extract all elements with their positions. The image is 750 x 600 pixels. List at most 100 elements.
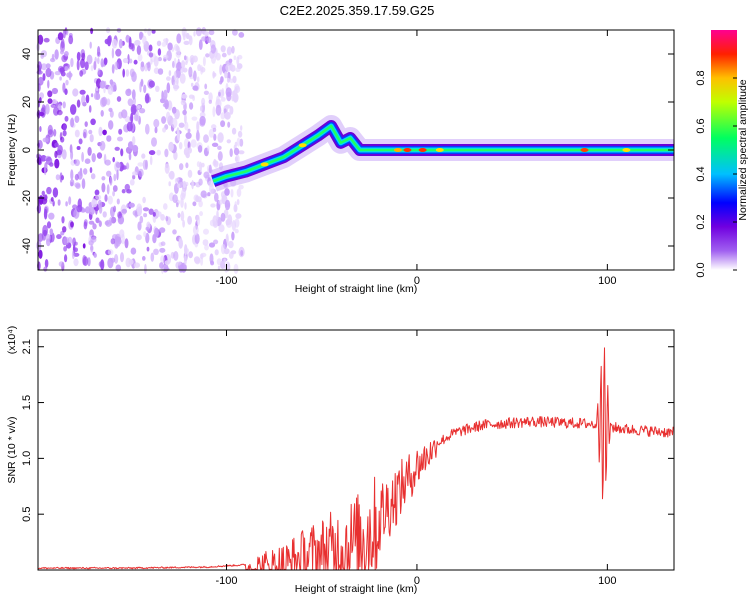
noise-speck [113, 173, 117, 182]
noise-speck [196, 214, 201, 226]
noise-speck [231, 231, 235, 241]
noise-speck [42, 194, 48, 201]
noise-speck [216, 258, 222, 266]
spectrogram-x-axis-title: Height of straight line (km) [295, 283, 418, 295]
colorbar: 0.0 0.2 0.4 0.6 0.8 Normalized spectral ampl… [695, 30, 749, 278]
noise-speck [172, 194, 178, 204]
noise-speck [192, 201, 197, 207]
noise-speck [83, 221, 88, 230]
noise-speck [122, 57, 129, 64]
noise-speck [125, 69, 130, 77]
noise-speck [238, 32, 245, 38]
noise-speck [108, 120, 114, 130]
hot-spot [418, 148, 427, 152]
noise-speck [109, 176, 113, 186]
noise-speck [236, 188, 242, 198]
noise-speck [225, 87, 232, 97]
noise-speck [54, 49, 59, 60]
noise-speck [103, 57, 108, 66]
noise-speck [60, 41, 65, 53]
noise-speck [80, 58, 85, 69]
noise-speck [151, 137, 157, 147]
noise-speck [138, 168, 144, 178]
noise-speck [220, 243, 226, 255]
noise-speck [107, 249, 114, 256]
noise-speck [150, 252, 155, 262]
noise-speck [208, 92, 213, 102]
noise-speck [120, 252, 124, 263]
noise-speck [98, 205, 103, 214]
noise-speck [45, 156, 53, 166]
noise-speck [177, 212, 181, 219]
noise-speck [148, 150, 156, 156]
noise-speck [153, 248, 159, 255]
noise-speck [160, 255, 165, 263]
noise-speck [82, 243, 86, 249]
noise-speck [54, 71, 61, 76]
noise-speck [148, 80, 155, 88]
noise-speck [229, 148, 233, 158]
noise-speck [91, 198, 98, 208]
noise-speck [121, 189, 126, 194]
noise-speck [90, 173, 96, 180]
noise-speck [143, 231, 147, 238]
noise-speck [176, 127, 180, 135]
noise-speck [74, 173, 79, 181]
noise-speck [168, 172, 175, 178]
noise-speck [164, 260, 170, 266]
noise-speck [124, 238, 129, 249]
noise-speck [65, 201, 68, 207]
noise-speck [179, 73, 186, 84]
noise-speck [188, 66, 193, 78]
noise-speck [161, 116, 167, 124]
spectrogram-y-tick-label: 0 [21, 147, 33, 153]
noise-speck [107, 35, 112, 47]
noise-speck [230, 188, 234, 198]
noise-speck [70, 57, 74, 68]
noise-speck [85, 94, 90, 104]
noise-speck [152, 212, 156, 217]
noise-speck [132, 171, 138, 176]
spectrogram-x-tick-label: -100 [215, 275, 237, 287]
noise-speck [87, 146, 92, 156]
noise-speck [226, 235, 229, 246]
noise-speck [107, 85, 114, 95]
noise-speck [160, 214, 166, 221]
noise-speck [175, 49, 181, 58]
noise-speck [45, 67, 52, 78]
noise-speck [59, 76, 62, 81]
noise-speck [176, 33, 182, 44]
noise-speck [236, 137, 241, 147]
noise-speck [199, 111, 206, 118]
spectrogram-noise-speckle [36, 27, 245, 275]
noise-speck [95, 217, 100, 224]
noise-speck [234, 218, 240, 228]
noise-speck [238, 150, 245, 155]
noise-speck [218, 91, 221, 97]
noise-speck [144, 64, 148, 72]
noise-speck [44, 259, 49, 268]
noise-speck [135, 234, 142, 241]
noise-speck [149, 155, 153, 166]
noise-speck [130, 104, 137, 115]
noise-speck [62, 82, 66, 93]
noise-speck [201, 97, 206, 106]
noise-speck [184, 121, 189, 131]
noise-speck [47, 90, 53, 98]
noise-speck [78, 138, 83, 145]
noise-speck [112, 156, 115, 163]
noise-speck [191, 180, 194, 190]
noise-speck [111, 64, 115, 74]
noise-speck [207, 192, 211, 197]
noise-speck [56, 234, 62, 240]
noise-speck [231, 91, 236, 96]
snr-y-tick-label: 1.0 [21, 451, 33, 466]
noise-speck [193, 70, 197, 82]
noise-speck [145, 123, 150, 135]
noise-speck [237, 54, 243, 60]
noise-speck [180, 197, 184, 208]
snr-y-tick-label: 0.5 [21, 507, 33, 522]
noise-speck [59, 132, 63, 141]
noise-speck [144, 263, 147, 275]
noise-speck [185, 61, 188, 65]
